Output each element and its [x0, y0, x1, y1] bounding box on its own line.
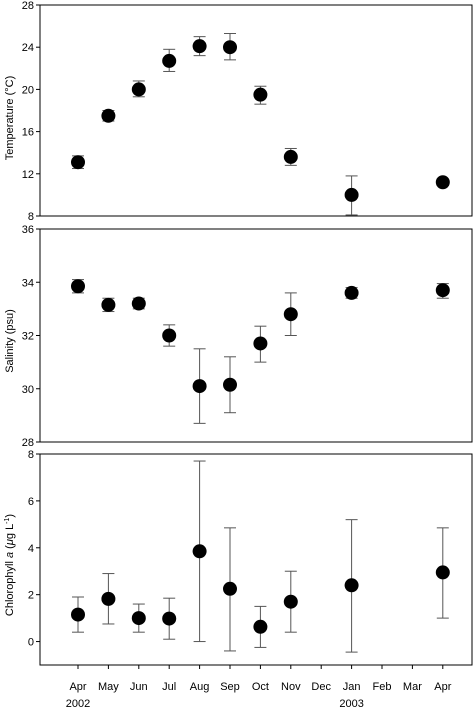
- temperature-data-point: [192, 39, 207, 54]
- chlorophyll-data-point: [223, 581, 237, 596]
- chlorophyll-data-point: [192, 544, 207, 559]
- chlorophyll-panel: Chlorophyll a (μg L-1) 0 2 4 6 8: [4, 449, 473, 666]
- year-label: 2003: [339, 698, 363, 710]
- temperature-data-point: [435, 175, 450, 190]
- chlorophyll-data-point: [344, 578, 359, 593]
- chlorophyll-axis-title: Chlorophyll a (μg L-1): [4, 514, 16, 616]
- temperature-data-point: [101, 108, 116, 123]
- month-label: Sep: [220, 681, 240, 693]
- temperature-data-point: [283, 149, 298, 164]
- temperature-ytick-label: 24: [22, 42, 34, 54]
- month-label: Dec: [311, 681, 331, 693]
- temperature-ytick-label: 12: [22, 169, 34, 181]
- temperature-data-point: [71, 155, 85, 170]
- salinity-data-point: [435, 283, 450, 298]
- temperature-ytick-label: 28: [22, 0, 34, 12]
- chlorophyll-ytick-label: 4: [28, 543, 34, 555]
- salinity-data-point: [344, 285, 359, 300]
- month-label: May: [98, 681, 119, 693]
- temperature-data-point: [131, 82, 146, 97]
- chlorophyll-data-point: [253, 619, 268, 634]
- month-label: Jan: [343, 681, 361, 693]
- month-label: Feb: [373, 681, 392, 693]
- temperature-ytick-label: 20: [22, 84, 34, 96]
- chlorophyll-ytick-label: 2: [28, 590, 34, 602]
- salinity-data-point: [283, 307, 298, 322]
- x-axis: Apr May Jun Jul Aug Sep Oct Nov Dec Jan Feb Mar Apr 2…: [66, 665, 452, 710]
- chlorophyll-data-point: [101, 591, 116, 606]
- salinity-ytick-label: 34: [22, 277, 34, 289]
- temperature-data-point: [253, 87, 268, 102]
- salinity-panel: Salinity (psu) 28 30 32 34 36: [4, 224, 473, 449]
- month-label: Aug: [190, 681, 210, 693]
- salinity-axis-title: Salinity (psu): [4, 309, 16, 373]
- salinity-data-point: [131, 296, 146, 311]
- salinity-data-point: [101, 297, 116, 312]
- month-label: Jul: [162, 681, 176, 693]
- salinity-plot-frame: [39, 228, 473, 443]
- salinity-data-point: [192, 379, 207, 394]
- temperature-axis-title: Temperature (°C): [4, 76, 16, 160]
- chlorophyll-plot-frame: [39, 453, 473, 666]
- chlorophyll-data-point: [71, 607, 85, 622]
- month-label: Mar: [403, 681, 422, 693]
- year-label: 2002: [66, 698, 90, 710]
- temperature-data-point: [344, 187, 359, 202]
- temperature-ytick-label: 8: [28, 211, 34, 223]
- temperature-data-point: [223, 40, 237, 55]
- salinity-data-point: [162, 328, 177, 343]
- chlorophyll-ytick-label: 0: [28, 637, 34, 649]
- chlorophyll-data-point: [283, 594, 298, 609]
- chlorophyll-data-point: [435, 565, 450, 580]
- salinity-data-point: [253, 336, 268, 351]
- month-label: Apr: [69, 681, 86, 693]
- salinity-ytick-label: 32: [22, 331, 34, 343]
- salinity-ytick-label: 30: [22, 384, 34, 396]
- temperature-plot-frame: [39, 4, 473, 217]
- chlorophyll-ytick-label: 8: [28, 449, 34, 461]
- chlorophyll-ytick-label: 6: [28, 496, 34, 508]
- salinity-data-point: [71, 279, 85, 294]
- month-label: Oct: [252, 681, 269, 693]
- chlorophyll-data-point: [162, 611, 177, 626]
- temperature-ytick-label: 16: [22, 127, 34, 139]
- salinity-ytick-label: 28: [22, 437, 34, 449]
- salinity-data-point: [223, 377, 237, 392]
- temperature-panel: Temperature (°C) 8 12 16 20 24 28: [4, 0, 473, 223]
- month-label: Apr: [434, 681, 451, 693]
- temperature-data-point: [162, 53, 177, 68]
- month-label: Nov: [281, 681, 301, 693]
- chlorophyll-data-point: [131, 611, 146, 626]
- month-label: Jun: [130, 681, 148, 693]
- salinity-ytick-label: 36: [22, 224, 34, 236]
